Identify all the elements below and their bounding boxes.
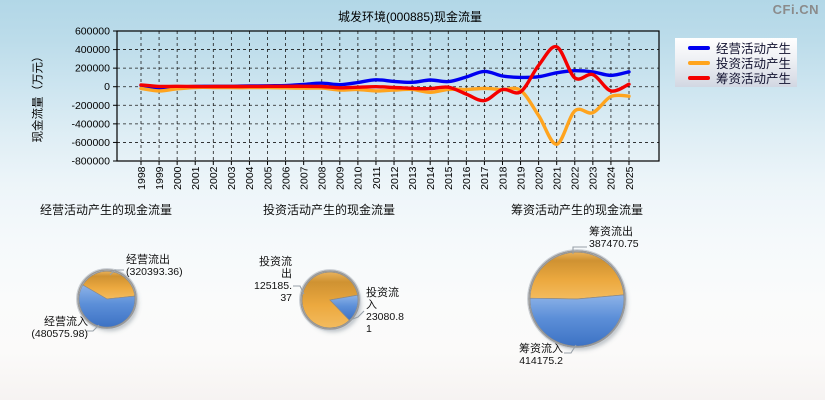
callout-connector-lines [87,246,587,354]
legend-swatch-financing [688,75,710,80]
svg-text:2013: 2013 [407,166,419,190]
y-axis-label: 现金流量（万元） [32,50,45,143]
svg-text:2006: 2006 [280,166,292,190]
svg-text:400000: 400000 [75,44,110,56]
legend-item-financing: 筹资活动产生 [688,71,797,86]
callout-financing-outflow: 筹资流出 387470.75 [589,226,639,250]
svg-text:2020: 2020 [533,166,545,190]
svg-text:2023: 2023 [588,166,600,190]
svg-text:2025: 2025 [624,166,636,190]
svg-text:2002: 2002 [208,166,220,190]
svg-text:200000: 200000 [75,63,110,75]
callout-operating-inflow: 经营流入 (480575.98) [31,316,88,340]
line-chart-plot: -800000 -600000 -400000 -200000 0 200000 40000… [71,26,660,190]
legend-item-operating: 经营活动产生 [688,41,797,56]
line-chart-title: 城发环境(000885)现金流量 [337,10,483,24]
cfi-watermark: CFi.CN [772,2,819,17]
svg-text:-200000: -200000 [71,100,110,112]
pie-title-investing: 投资活动产生的现金流量 [263,203,396,217]
legend-swatch-investing [688,60,710,65]
svg-text:2010: 2010 [353,166,365,190]
svg-text:2000: 2000 [172,166,184,190]
svg-text:2022: 2022 [570,166,582,190]
callout-investing-outflow: 投资流出 125185.37 [254,256,292,304]
legend-item-investing: 投资活动产生 [688,56,797,71]
svg-text:2021: 2021 [552,166,564,190]
svg-text:2003: 2003 [226,166,238,190]
svg-text:2009: 2009 [335,166,347,190]
svg-text:2001: 2001 [190,166,202,190]
svg-text:-600000: -600000 [71,137,110,149]
svg-text:2007: 2007 [299,166,311,190]
svg-text:2011: 2011 [371,166,383,189]
legend-swatch-operating [688,45,710,50]
svg-text:2005: 2005 [262,166,274,190]
svg-text:2018: 2018 [497,166,509,190]
svg-text:2012: 2012 [389,166,401,190]
svg-text:2008: 2008 [317,166,329,190]
legend-label-operating: 经营活动产生 [716,42,792,56]
svg-text:600000: 600000 [75,26,110,38]
pie-title-operating: 经营活动产生的现金流量 [40,203,173,217]
svg-text:2014: 2014 [425,166,437,190]
svg-text:-400000: -400000 [71,118,110,130]
svg-text:1999: 1999 [154,166,166,190]
svg-text:2017: 2017 [479,166,491,190]
pie-charts-group [76,249,627,350]
legend-label-investing: 投资活动产生 [716,57,792,71]
svg-text:-800000: -800000 [71,156,110,168]
svg-text:2004: 2004 [244,166,256,190]
svg-text:1998: 1998 [136,166,148,190]
legend-label-financing: 筹资活动产生 [716,72,792,86]
svg-text:2024: 2024 [606,166,618,190]
pie-title-financing: 筹资活动产生的现金流量 [511,203,644,217]
callout-investing-inflow: 投资流入 23080.81 [366,287,404,335]
svg-text:2019: 2019 [515,166,527,190]
callout-financing-inflow: 筹资流入 414175.2 [519,343,563,367]
svg-text:2016: 2016 [461,166,473,190]
svg-text:0: 0 [104,81,110,93]
svg-text:2015: 2015 [443,166,455,190]
chart-legend: 经营活动产生 投资活动产生 筹资活动产生 [675,38,797,87]
callout-operating-outflow: 经营流出 (320393.36) [126,254,183,278]
